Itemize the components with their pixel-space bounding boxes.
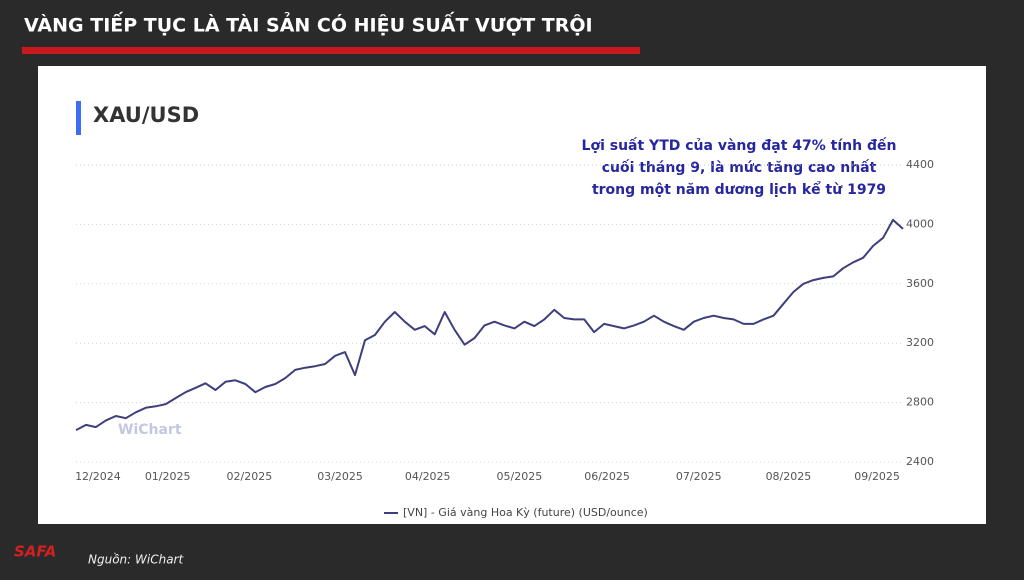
y-tick-label: 2400 [906, 455, 934, 468]
chart-panel [38, 66, 986, 524]
series-line [75, 218, 904, 431]
title-underline [22, 47, 640, 54]
x-tick-label: 07/2025 [676, 470, 722, 483]
y-tick-label: 4000 [906, 217, 934, 230]
legend-label: [VN] - Giá vàng Hoa Kỳ (future) (USD/oun… [403, 506, 648, 519]
title-accent [76, 101, 81, 135]
x-tick-label: 05/2025 [497, 470, 543, 483]
x-tick-label: 12/2024 [75, 470, 121, 483]
x-tick-label: 04/2025 [405, 470, 451, 483]
y-tick-label: 4400 [906, 158, 934, 171]
annotation: cuối tháng 9, là mức tăng cao nhất [602, 159, 877, 176]
x-tick-label: 02/2025 [227, 470, 273, 483]
x-tick-label: 08/2025 [766, 470, 812, 483]
annotation: Lợi suất YTD của vàng đạt 47% tính đến [582, 137, 897, 154]
logo: SAFA [14, 543, 56, 561]
watermark: WiChart [118, 422, 182, 438]
x-tick-label: 06/2025 [584, 470, 630, 483]
y-tick-label: 3600 [906, 277, 934, 290]
source: Nguồn: WiChart [88, 553, 184, 567]
y-tick-label: 3200 [906, 336, 934, 349]
chart-title: XAU/USD [93, 103, 199, 127]
y-tick-label: 2800 [906, 396, 934, 409]
x-tick-label: 03/2025 [317, 470, 363, 483]
x-tick-label: 01/2025 [145, 470, 191, 483]
slide-title: VÀNG TIẾP TỤC LÀ TÀI SẢN CÓ HIỆU SUẤT VƯ… [24, 11, 593, 37]
x-tick-label: 09/2025 [854, 470, 900, 483]
annotation: trong một năm dương lịch kể từ 1979 [592, 181, 886, 198]
